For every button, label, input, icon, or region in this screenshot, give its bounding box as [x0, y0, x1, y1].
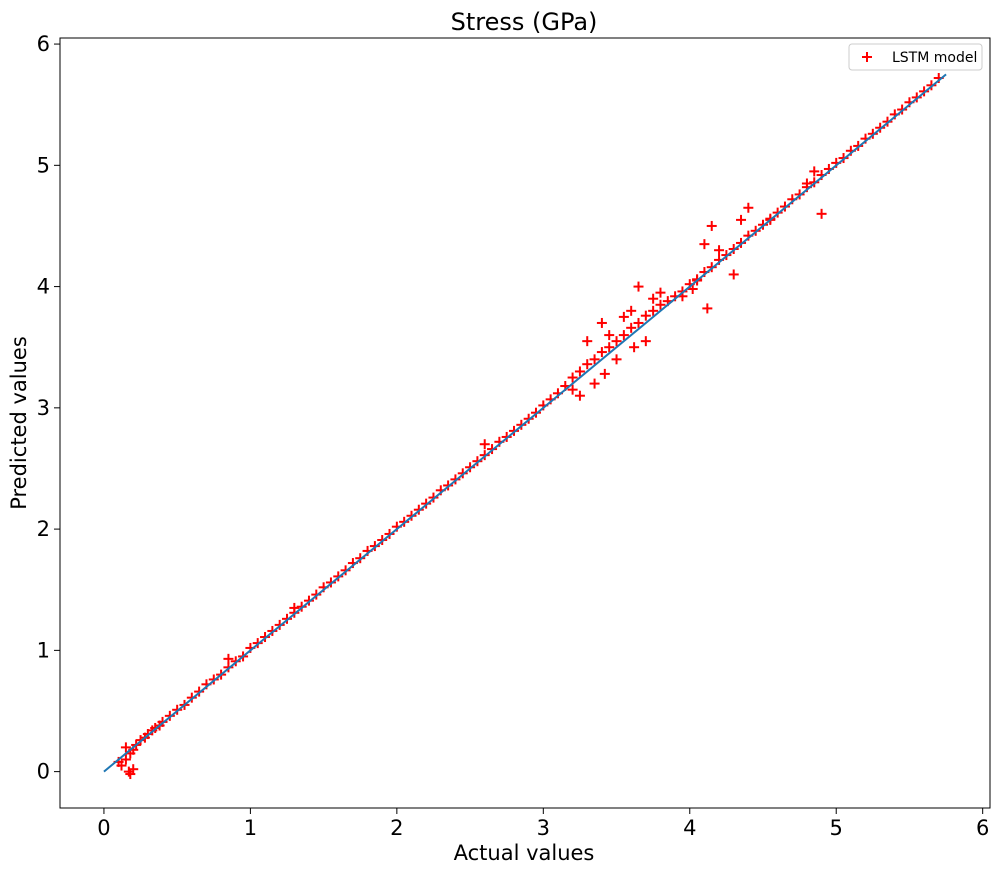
scatter-point	[120, 754, 131, 765]
scatter-point	[801, 178, 812, 189]
y-axis-ticks: 0 1 2 3 4 5 6	[37, 32, 60, 784]
scatter-point	[589, 354, 600, 365]
scatter-point	[589, 378, 600, 389]
scatter-point	[618, 330, 629, 341]
y-tick-label: 3	[37, 396, 50, 420]
scatter-point	[714, 245, 725, 256]
scatter-point	[633, 281, 644, 292]
scatter-point	[223, 653, 234, 664]
x-axis-ticks: 0 1 2 3 4 5 6	[97, 808, 989, 840]
scatter-point	[128, 764, 139, 775]
scatter-point	[574, 390, 585, 401]
x-axis-label: Actual values	[454, 841, 595, 865]
y-tick-label: 5	[37, 153, 50, 177]
legend-marker-lstm	[862, 52, 872, 62]
scatter-point	[582, 359, 593, 370]
x-tick-label: 4	[683, 816, 696, 840]
x-tick-label: 0	[97, 816, 110, 840]
scatter-point	[116, 760, 127, 771]
scatter-point	[611, 336, 622, 347]
scatter-point	[604, 342, 615, 353]
scatter-point	[728, 269, 739, 280]
scatter-point	[120, 742, 131, 753]
scatter-point	[648, 305, 659, 316]
x-tick-label: 5	[830, 816, 843, 840]
scatter-point	[599, 368, 610, 379]
scatter-point	[633, 317, 644, 328]
scatter-point	[687, 284, 698, 295]
legend-box	[848, 43, 983, 71]
scatter-point	[706, 220, 717, 231]
scatter-point	[479, 439, 490, 450]
scatter-point	[736, 214, 747, 225]
scatter-point	[582, 336, 593, 347]
scatter-point	[574, 366, 585, 377]
scatter-point	[809, 166, 820, 177]
marks-layer	[103, 73, 947, 780]
scatter-point	[567, 372, 578, 383]
y-tick-label: 1	[37, 638, 50, 662]
scatter-point	[743, 202, 754, 213]
plot-area-frame	[59, 37, 991, 809]
scatter-point	[604, 330, 615, 341]
y-tick-label: 6	[37, 32, 50, 56]
scatter-point	[289, 602, 300, 613]
scatter-point	[596, 347, 607, 358]
scatter-point	[596, 317, 607, 328]
scatter-point	[629, 342, 640, 353]
y-tick-label: 2	[37, 517, 50, 541]
reference-line	[103, 73, 947, 773]
scatter-point	[626, 305, 637, 316]
scatter-point	[816, 208, 827, 219]
scatter-point	[567, 384, 578, 395]
scatter-point	[611, 354, 622, 365]
scatter-point	[626, 322, 637, 333]
x-tick-label: 3	[537, 816, 550, 840]
scatter-point	[648, 293, 659, 304]
chart-title: Stress (GPa)	[451, 8, 598, 36]
y-axis-label: Predicted values	[7, 336, 31, 510]
scatter-point	[618, 311, 629, 322]
y-tick-label: 4	[37, 275, 50, 299]
scatter-point	[640, 336, 651, 347]
scatter-point	[640, 310, 651, 321]
scatter-point	[699, 239, 710, 250]
scatter-point	[655, 299, 666, 310]
x-tick-label: 6	[976, 816, 989, 840]
x-tick-label: 1	[244, 816, 257, 840]
scatter-point	[655, 287, 666, 298]
legend: LSTM model	[848, 43, 983, 71]
legend-label-lstm-model: LSTM model	[892, 50, 977, 66]
x-tick-label: 2	[390, 816, 403, 840]
scatter-point	[702, 303, 713, 314]
y-tick-label: 0	[37, 760, 50, 784]
